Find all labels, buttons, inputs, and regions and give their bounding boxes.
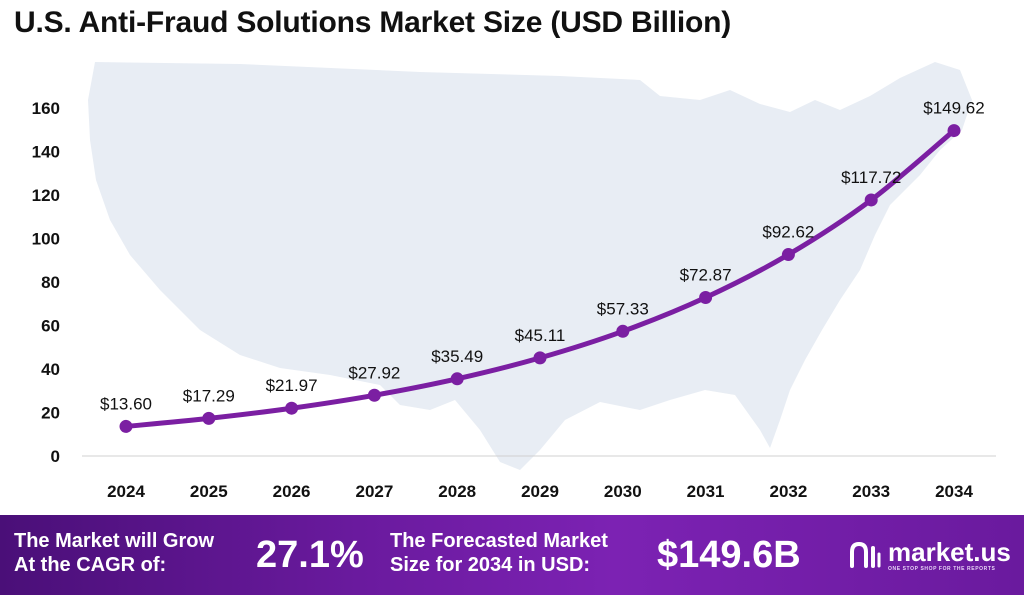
logo-name: market.us	[888, 536, 1011, 567]
data-point	[947, 124, 961, 138]
x-tick-label: 2033	[852, 482, 890, 501]
y-tick-label: 120	[32, 186, 60, 205]
y-tick-label: 160	[32, 99, 60, 118]
cagr-value: 27.1%	[256, 534, 364, 576]
data-label: $17.29	[183, 386, 235, 405]
y-tick-label: 140	[32, 143, 60, 162]
data-point	[864, 193, 878, 207]
data-point	[533, 351, 547, 365]
y-tick-label: 40	[41, 360, 60, 379]
y-tick-label: 60	[41, 317, 60, 336]
data-label: $13.60	[100, 394, 152, 413]
cagr-label: The Market will Grow At the CAGR of:	[14, 529, 214, 577]
data-point	[450, 372, 464, 386]
x-tick-label: 2028	[438, 482, 476, 501]
data-point	[616, 324, 630, 338]
data-point	[285, 401, 299, 415]
x-tick-label: 2025	[190, 482, 228, 501]
data-point	[699, 291, 713, 305]
cagr-label-line2: At the CAGR of:	[14, 554, 167, 576]
chart-title: U.S. Anti-Fraud Solutions Market Size (U…	[14, 6, 732, 39]
x-axis: 2024 2025 2026 2027 2028 2029 2030 2031 2032 2033…	[82, 455, 996, 501]
x-tick-label: 2026	[273, 482, 311, 501]
market-us-logo: market.us ONE STOP SHOP FOR THE REPORTS	[848, 533, 1011, 577]
series-line-group	[119, 124, 961, 433]
x-tick-label: 2029	[521, 482, 559, 501]
data-label: $45.11	[515, 326, 566, 345]
logo-tagline: ONE STOP SHOP FOR THE REPORTS	[888, 565, 996, 572]
x-tick-label: 2032	[769, 482, 807, 501]
forecast-value: $149.6B	[657, 534, 801, 576]
forecast-label-line2: Size for 2034 in USD:	[390, 554, 591, 576]
x-tick-label: 2034	[935, 482, 973, 501]
data-label: $21.97	[266, 376, 318, 395]
market-us-logo-icon	[850, 541, 881, 568]
y-tick-label: 20	[41, 404, 60, 423]
data-label: $72.87	[680, 266, 732, 285]
data-label: $27.92	[348, 363, 400, 382]
x-tick-label: 2030	[604, 482, 642, 501]
data-label: $117.72	[841, 168, 901, 187]
y-tick-label: 100	[32, 230, 60, 249]
footer-banner: The Market will Grow At the CAGR of: 27.…	[0, 515, 1024, 595]
data-label: $149.62	[923, 99, 984, 118]
x-tick-label: 2024	[107, 482, 145, 501]
y-tick-label: 0	[51, 447, 60, 466]
us-map-background	[88, 62, 972, 470]
x-tick-label: 2031	[687, 482, 725, 501]
data-point	[781, 248, 795, 262]
x-tick-label: 2027	[355, 482, 393, 501]
data-point	[367, 388, 381, 402]
y-tick-label: 80	[41, 273, 60, 292]
forecast-label-line1: The Forecasted Market	[390, 530, 608, 552]
data-point	[119, 419, 133, 433]
y-axis: 0 20 40 60 80 100 120 140 160	[32, 99, 60, 466]
cagr-label-line1: The Market will Grow	[14, 530, 215, 552]
data-label: $92.62	[762, 223, 814, 242]
data-label: $57.33	[597, 299, 649, 318]
forecast-label: The Forecasted Market Size for 2034 in U…	[390, 529, 608, 577]
data-point	[202, 411, 216, 425]
data-labels-group: $13.60 $17.29 $21.97 $27.92 $35.49 $45.11 $57.…	[100, 99, 985, 414]
data-label: $35.49	[431, 347, 483, 366]
